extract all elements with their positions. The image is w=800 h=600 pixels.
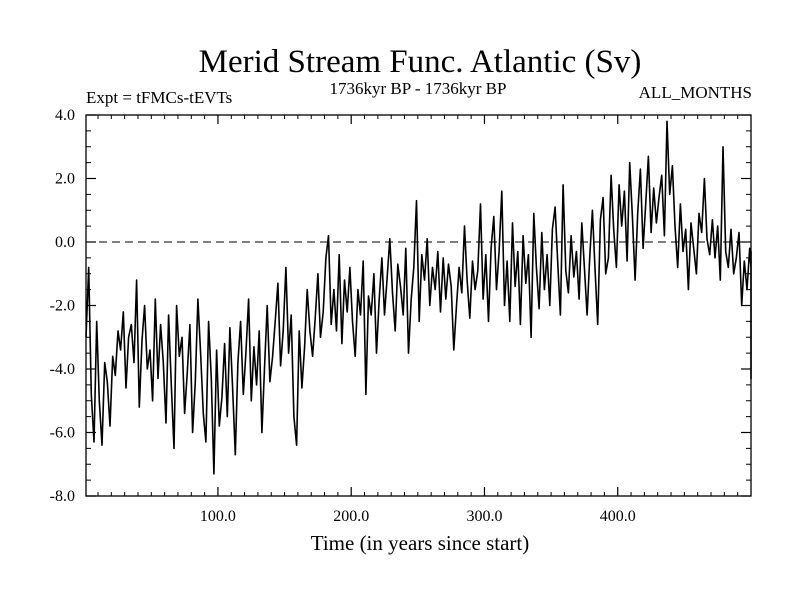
y-tick-label: -4.0	[50, 361, 75, 378]
y-tick-label: 2.0	[55, 171, 75, 188]
x-tick-label: 100.0	[200, 508, 236, 525]
x-tick-label: 300.0	[466, 508, 502, 525]
y-tick-label: 0.0	[55, 234, 75, 251]
y-tick-label: -6.0	[50, 425, 75, 442]
x-tick-label: 400.0	[600, 508, 636, 525]
y-tick-label: -8.0	[50, 488, 75, 505]
period-label: 1736kyr BP - 1736kyr BP	[330, 79, 507, 98]
months-label: ALL_MONTHS	[639, 83, 752, 102]
plot-area: 100.0 200.0 300.0 400.0 -8.0 -6.0 -4.0 -2.0 0.0 2…	[50, 107, 752, 525]
chart-title: Merid Stream Func. Atlantic (Sv)	[199, 44, 642, 80]
series-line	[85, 120, 752, 475]
y-tick-label: 4.0	[55, 107, 75, 124]
x-tick-label: 200.0	[333, 508, 369, 525]
experiment-label: Expt = tFMCs-tEVTs	[86, 88, 232, 107]
x-axis-label: Time (in years since start)	[311, 531, 530, 555]
y-tick-label: -2.0	[50, 298, 75, 315]
